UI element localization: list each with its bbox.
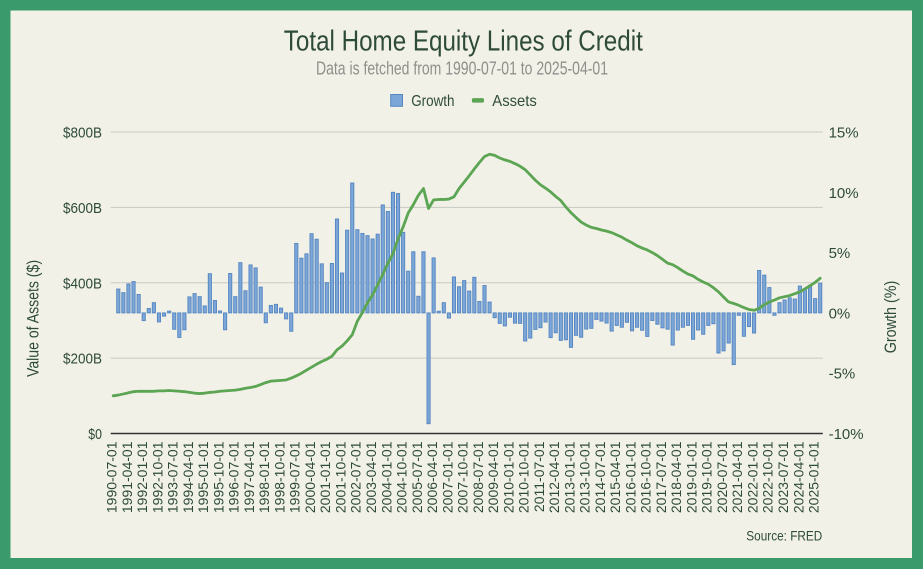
svg-text:Total Home Equity Lines of Cre: Total Home Equity Lines of Credit xyxy=(284,25,643,57)
svg-text:5%: 5% xyxy=(829,245,851,262)
svg-text:$800B: $800B xyxy=(63,125,102,142)
svg-text:Growth (%): Growth (%) xyxy=(881,281,900,354)
svg-text:2006-04-01: 2006-04-01 xyxy=(424,441,440,513)
svg-text:2019-01-01: 2019-01-01 xyxy=(683,441,699,513)
svg-text:2022-01-01: 2022-01-01 xyxy=(744,441,760,513)
svg-text:1998-01-01: 1998-01-01 xyxy=(256,441,272,513)
svg-text:1999-07-01: 1999-07-01 xyxy=(287,441,303,513)
svg-text:2025-01-01: 2025-01-01 xyxy=(806,441,822,513)
svg-text:2010-10-01: 2010-10-01 xyxy=(516,441,532,513)
svg-text:$0: $0 xyxy=(88,426,102,443)
svg-text:2002-07-01: 2002-07-01 xyxy=(348,441,364,513)
svg-text:2023-07-01: 2023-07-01 xyxy=(775,441,791,513)
svg-text:1995-10-01: 1995-10-01 xyxy=(210,441,226,513)
svg-text:Data is fetched from 1990-07-0: Data is fetched from 1990-07-01 to 2025-… xyxy=(316,59,608,79)
svg-text:1994-04-01: 1994-04-01 xyxy=(180,441,196,513)
svg-text:2011-07-01: 2011-07-01 xyxy=(531,441,547,512)
svg-text:1991-04-01: 1991-04-01 xyxy=(119,441,135,513)
svg-text:2010-01-01: 2010-01-01 xyxy=(500,441,516,513)
svg-text:1995-01-01: 1995-01-01 xyxy=(195,441,211,513)
svg-text:1993-07-01: 1993-07-01 xyxy=(165,441,181,513)
svg-text:-5%: -5% xyxy=(829,366,856,383)
svg-text:$400B: $400B xyxy=(63,275,102,292)
svg-text:2017-07-01: 2017-07-01 xyxy=(653,441,669,513)
svg-text:$600B: $600B xyxy=(63,200,102,217)
svg-text:10%: 10% xyxy=(829,185,859,202)
svg-text:2018-04-01: 2018-04-01 xyxy=(668,441,684,513)
svg-text:2020-07-01: 2020-07-01 xyxy=(714,441,730,513)
svg-text:2008-07-01: 2008-07-01 xyxy=(470,441,486,513)
svg-text:2004-01-01: 2004-01-01 xyxy=(378,441,394,513)
svg-text:2012-04-01: 2012-04-01 xyxy=(546,441,562,513)
svg-text:1992-01-01: 1992-01-01 xyxy=(134,441,150,513)
svg-text:1992-10-01: 1992-10-01 xyxy=(149,441,165,513)
svg-text:2022-10-01: 2022-10-01 xyxy=(760,441,776,513)
svg-text:2015-04-01: 2015-04-01 xyxy=(607,441,623,513)
svg-text:Value of Assets ($): Value of Assets ($) xyxy=(24,260,43,377)
svg-text:Assets: Assets xyxy=(492,93,537,110)
svg-text:2013-10-01: 2013-10-01 xyxy=(577,441,593,513)
svg-text:2021-04-01: 2021-04-01 xyxy=(729,441,745,513)
svg-text:1996-07-01: 1996-07-01 xyxy=(226,441,242,513)
svg-text:2000-04-01: 2000-04-01 xyxy=(302,441,318,513)
svg-text:2014-07-01: 2014-07-01 xyxy=(592,441,608,513)
svg-text:1998-10-01: 1998-10-01 xyxy=(271,441,287,513)
svg-text:2009-04-01: 2009-04-01 xyxy=(485,441,501,513)
svg-text:2001-01-01: 2001-01-01 xyxy=(317,441,333,513)
svg-text:0%: 0% xyxy=(829,305,851,322)
svg-text:2004-10-01: 2004-10-01 xyxy=(394,441,410,513)
svg-text:1997-04-01: 1997-04-01 xyxy=(241,441,257,513)
svg-text:2016-01-01: 2016-01-01 xyxy=(622,441,638,513)
svg-text:Source: FRED: Source: FRED xyxy=(746,527,822,543)
svg-text:2013-01-01: 2013-01-01 xyxy=(561,441,577,513)
svg-text:$200B: $200B xyxy=(63,351,102,368)
svg-text:2019-10-01: 2019-10-01 xyxy=(699,441,715,513)
svg-text:2005-07-01: 2005-07-01 xyxy=(409,441,425,513)
svg-text:2016-10-01: 2016-10-01 xyxy=(638,441,654,513)
svg-text:2007-01-01: 2007-01-01 xyxy=(439,441,455,513)
svg-text:2001-10-01: 2001-10-01 xyxy=(332,441,348,513)
svg-text:-10%: -10% xyxy=(829,426,864,443)
svg-text:Growth: Growth xyxy=(411,93,454,110)
svg-text:2007-10-01: 2007-10-01 xyxy=(455,441,471,513)
svg-text:2003-04-01: 2003-04-01 xyxy=(363,441,379,513)
svg-text:2024-04-01: 2024-04-01 xyxy=(790,441,806,513)
svg-text:15%: 15% xyxy=(829,125,859,142)
svg-text:1990-07-01: 1990-07-01 xyxy=(104,441,120,513)
